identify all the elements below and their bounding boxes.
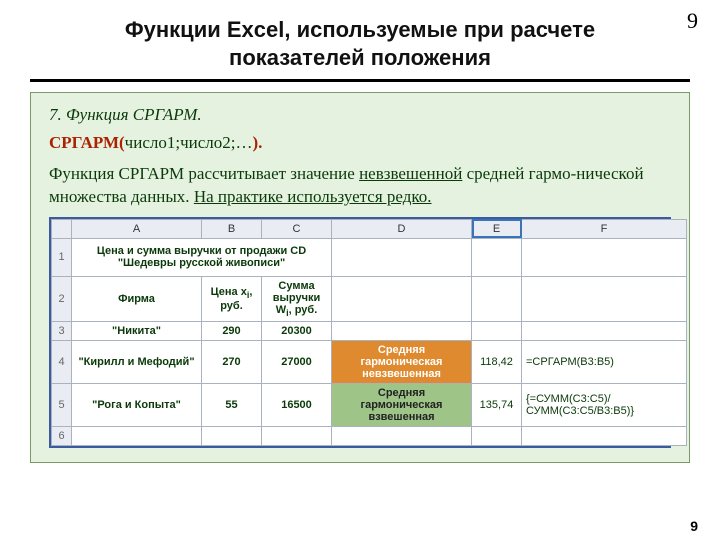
cell-A2[interactable]: Фирма	[72, 276, 202, 321]
cell-E4[interactable]: 118,42	[472, 341, 522, 384]
cell-F4[interactable]: =СРГАРМ(B3:B5)	[522, 341, 687, 384]
col-header-E[interactable]: E	[472, 219, 522, 238]
cell-B4[interactable]: 270	[202, 341, 262, 384]
table-row: 6	[52, 427, 687, 446]
desc-pre: Функция СРГАРМ рассчитывает значение	[49, 164, 359, 183]
excel-screenshot: A B C D E F 1 Цена и сумма выручки от пр…	[49, 217, 671, 448]
cell-C2[interactable]: Сумма выручки Wi, руб.	[262, 276, 332, 321]
row-header-3[interactable]: 3	[52, 322, 72, 341]
function-syntax: СРГАРМ(число1;число2;…).	[49, 133, 671, 153]
desc-underline-2: На практике используется редко.	[194, 187, 432, 206]
title-line-1: Функции Excel, используемые при расчете	[125, 17, 595, 42]
table-row: 2 Фирма Цена xi, руб. Сумма выручки Wi, …	[52, 276, 687, 321]
cell-B6[interactable]	[202, 427, 262, 446]
sum-hdr-l1: Сумма	[278, 280, 314, 292]
cell-C5[interactable]: 16500	[262, 384, 332, 427]
row-header-2[interactable]: 2	[52, 276, 72, 321]
function-heading: 7. Функция СРГАРМ.	[49, 105, 671, 125]
table-row: 1 Цена и сумма выручки от продажи CD "Ше…	[52, 238, 687, 276]
row-header-5[interactable]: 5	[52, 384, 72, 427]
corner-cell[interactable]	[52, 219, 72, 238]
excel-col-headers: A B C D E F	[52, 219, 687, 238]
col-header-B[interactable]: B	[202, 219, 262, 238]
slide: 9 Функции Excel, используемые при расчет…	[0, 0, 720, 540]
cell-E3[interactable]	[472, 322, 522, 341]
cell-A5[interactable]: "Рога и Копыта"	[72, 384, 202, 427]
price-hdr-pre: Цена x	[211, 286, 247, 298]
cell-C4[interactable]: 27000	[262, 341, 332, 384]
cell-E5[interactable]: 135,74	[472, 384, 522, 427]
content-box: 7. Функция СРГАРМ. СРГАРМ(число1;число2;…	[30, 92, 690, 463]
cell-B5[interactable]: 55	[202, 384, 262, 427]
table-row: 3 "Никита" 290 20300	[52, 322, 687, 341]
col-header-A[interactable]: A	[72, 219, 202, 238]
cell-D5[interactable]: Средняя гармоническая взвешенная	[332, 384, 472, 427]
cell-E2[interactable]	[472, 276, 522, 321]
merged-title-l2: "Шедевры русской живописи"	[118, 257, 285, 269]
cell-D6[interactable]	[332, 427, 472, 446]
cell-F3[interactable]	[522, 322, 687, 341]
cell-F1[interactable]	[522, 238, 687, 276]
cell-D1[interactable]	[332, 238, 472, 276]
title-line-2: показателей положения	[229, 45, 491, 70]
row-header-4[interactable]: 4	[52, 341, 72, 384]
sum-hdr-post: , руб.	[289, 304, 318, 316]
col-header-C[interactable]: C	[262, 219, 332, 238]
col-header-D[interactable]: D	[332, 219, 472, 238]
table-row: 4 "Кирилл и Мефодий" 270 27000 Средняя г…	[52, 341, 687, 384]
excel-grid: A B C D E F 1 Цена и сумма выручки от пр…	[51, 219, 687, 446]
row-header-1[interactable]: 1	[52, 238, 72, 276]
table-row: 5 "Рога и Копыта" 55 16500 Средняя гармо…	[52, 384, 687, 427]
cell-A6[interactable]	[72, 427, 202, 446]
merged-title-l1: Цена и сумма выручки от продажи CD	[97, 245, 306, 257]
cell-E1[interactable]	[472, 238, 522, 276]
cell-C3[interactable]: 20300	[262, 322, 332, 341]
slide-title: Функции Excel, используемые при расчете …	[30, 16, 690, 71]
row-header-6[interactable]: 6	[52, 427, 72, 446]
cell-D2[interactable]	[332, 276, 472, 321]
cell-F2[interactable]	[522, 276, 687, 321]
syntax-fn: СРГАРМ(	[49, 133, 125, 152]
cell-A1[interactable]: Цена и сумма выручки от продажи CD "Шеде…	[72, 238, 332, 276]
syntax-args: число1;число2;…	[125, 133, 253, 152]
cell-E6[interactable]	[472, 427, 522, 446]
cell-F6[interactable]	[522, 427, 687, 446]
cell-C6[interactable]	[262, 427, 332, 446]
cell-D3[interactable]	[332, 322, 472, 341]
cell-B2[interactable]: Цена xi, руб.	[202, 276, 262, 321]
cell-F5[interactable]: {=СУММ(C3:C5)/СУММ(C3:C5/B3:B5)}	[522, 384, 687, 427]
cell-D4[interactable]: Средняя гармоническая невзвешенная	[332, 341, 472, 384]
cell-B3[interactable]: 290	[202, 322, 262, 341]
cell-A4[interactable]: "Кирилл и Мефодий"	[72, 341, 202, 384]
page-number-bottom: 9	[690, 518, 698, 534]
page-number-top: 9	[687, 8, 698, 34]
title-underline	[30, 79, 690, 82]
desc-underline-1: невзвешенной	[359, 164, 462, 183]
function-description: Функция СРГАРМ рассчитывает значение нев…	[49, 163, 671, 209]
col-header-F[interactable]: F	[522, 219, 687, 238]
cell-A3[interactable]: "Никита"	[72, 322, 202, 341]
syntax-close: ).	[252, 133, 262, 152]
